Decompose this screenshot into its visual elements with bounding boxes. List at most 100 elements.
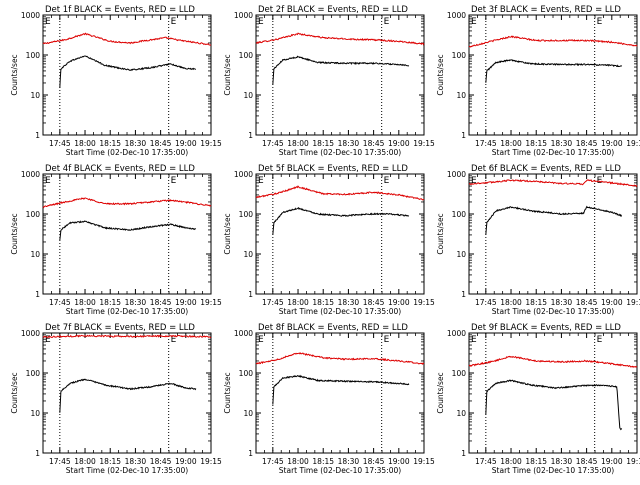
- x-tick-label: 19:15: [626, 457, 640, 466]
- y-tick-label: 1000: [447, 329, 466, 338]
- y-axis-label: Counts/sec: [223, 54, 232, 95]
- x-tick-label: 19:00: [175, 139, 197, 148]
- y-tick-label: 1000: [447, 170, 466, 179]
- y-tick-label: 100: [239, 369, 254, 378]
- x-tick-label: 18:15: [99, 457, 121, 466]
- y-tick-label: 100: [26, 369, 41, 378]
- y-tick-label: 1: [248, 449, 253, 458]
- x-tick-label: 19:15: [200, 457, 222, 466]
- y-axis-label: Counts/sec: [223, 213, 232, 254]
- y-tick-label: 100: [26, 210, 41, 219]
- x-tick-label: 19:15: [200, 139, 222, 148]
- x-tick-label: 19:00: [388, 298, 410, 307]
- series-events-line: [59, 378, 197, 413]
- chart-title: Det 1f BLACK = Events, RED = LLD: [45, 5, 195, 15]
- corner-marker-left: E: [45, 335, 51, 345]
- x-tick-label: 18:00: [287, 298, 309, 307]
- corner-marker-left: E: [45, 176, 51, 186]
- y-tick-label: 100: [239, 51, 254, 60]
- x-tick-label: 17:45: [262, 139, 284, 148]
- y-tick-label: 1: [248, 290, 253, 299]
- y-tick-label: 10: [243, 91, 253, 100]
- x-tick-label: 18:45: [150, 139, 172, 148]
- series-events-line: [59, 55, 197, 88]
- corner-marker-left: E: [258, 335, 264, 345]
- chart-panel-5: Det 5f BLACK = Events, RED = LLD 1 10 100 10…: [223, 164, 435, 316]
- x-tick-label: 19:00: [388, 457, 410, 466]
- chart-panel-9: Det 9f BLACK = Events, RED = LLD 1 10 100 10…: [436, 323, 640, 475]
- y-tick-label: 1: [35, 290, 40, 299]
- x-tick-label: 17:45: [262, 457, 284, 466]
- x-tick-label: 18:30: [125, 457, 147, 466]
- plot-frame: [468, 173, 638, 295]
- series-events-line: [485, 205, 623, 235]
- corner-marker-right: E: [384, 176, 390, 186]
- chart-panel-2: Det 2f BLACK = Events, RED = LLD 1 10 100 10…: [223, 5, 435, 157]
- series-lld-line: [255, 185, 425, 201]
- y-tick-label: 10: [30, 91, 40, 100]
- plot-frame: [42, 332, 212, 454]
- y-axis-label: Counts/sec: [436, 54, 445, 95]
- x-tick-label: 18:15: [312, 139, 334, 148]
- corner-marker-right: E: [171, 17, 177, 27]
- x-tick-label: 18:30: [125, 139, 147, 148]
- y-tick-label: 1000: [234, 11, 253, 20]
- x-tick-label: 18:00: [74, 298, 96, 307]
- chart-title: Det 9f BLACK = Events, RED = LLD: [471, 323, 621, 333]
- series-events-line: [272, 374, 410, 405]
- y-axis-label: Counts/sec: [436, 372, 445, 413]
- y-tick-label: 100: [452, 369, 467, 378]
- x-tick-label: 18:30: [551, 298, 573, 307]
- x-axis-label: Start Time (02-Dec-10 17:35:00): [279, 307, 401, 316]
- x-tick-label: 18:45: [363, 139, 385, 148]
- plot-frame: [42, 173, 212, 295]
- x-tick-label: 18:00: [287, 139, 309, 148]
- x-axis-label: Start Time (02-Dec-10 17:35:00): [492, 307, 614, 316]
- x-tick-label: 18:45: [150, 457, 172, 466]
- x-tick-label: 19:00: [175, 298, 197, 307]
- x-tick-label: 18:00: [500, 298, 522, 307]
- series-lld-line: [468, 179, 638, 188]
- series-lld-line: [42, 32, 212, 46]
- y-tick-label: 10: [456, 409, 466, 418]
- x-tick-label: 19:00: [601, 139, 623, 148]
- x-tick-label: 18:30: [551, 139, 573, 148]
- x-tick-label: 18:00: [500, 139, 522, 148]
- chart-panel-4: Det 4f BLACK = Events, RED = LLD 1 10 100 10…: [10, 164, 222, 316]
- x-tick-label: 18:30: [551, 457, 573, 466]
- plot-frame: [468, 332, 638, 454]
- series-lld-line: [42, 197, 212, 209]
- x-axis-label: Start Time (02-Dec-10 17:35:00): [66, 466, 188, 475]
- y-tick-label: 100: [452, 51, 467, 60]
- y-tick-label: 1000: [234, 329, 253, 338]
- y-axis-label: Counts/sec: [10, 54, 19, 95]
- x-tick-label: 18:30: [125, 298, 147, 307]
- series-events-line: [485, 379, 623, 431]
- y-tick-label: 10: [456, 91, 466, 100]
- plot-frame: [42, 14, 212, 136]
- chart-title: Det 7f BLACK = Events, RED = LLD: [45, 323, 195, 333]
- x-tick-label: 19:00: [175, 457, 197, 466]
- x-tick-label: 18:30: [338, 298, 360, 307]
- chart-title: Det 8f BLACK = Events, RED = LLD: [258, 323, 408, 333]
- y-tick-label: 1000: [21, 11, 40, 20]
- chart-panel-8: Det 8f BLACK = Events, RED = LLD 1 10 100 10…: [223, 323, 435, 475]
- x-tick-label: 18:00: [287, 457, 309, 466]
- x-tick-label: 18:45: [576, 457, 598, 466]
- y-tick-label: 1: [35, 131, 40, 140]
- x-tick-label: 18:00: [500, 457, 522, 466]
- series-lld-line: [468, 35, 638, 48]
- y-tick-label: 1000: [447, 11, 466, 20]
- x-axis-label: Start Time (02-Dec-10 17:35:00): [66, 148, 188, 157]
- x-tick-label: 18:15: [525, 139, 547, 148]
- x-tick-label: 18:45: [150, 298, 172, 307]
- x-tick-label: 19:00: [601, 457, 623, 466]
- x-tick-label: 18:15: [525, 457, 547, 466]
- chart-title: Det 3f BLACK = Events, RED = LLD: [471, 5, 621, 15]
- chart-panel-1: Det 1f BLACK = Events, RED = LLD 1 10 100 10…: [10, 5, 222, 157]
- x-tick-label: 17:45: [49, 139, 71, 148]
- y-tick-label: 1: [35, 449, 40, 458]
- series-lld-line: [468, 355, 638, 368]
- x-tick-label: 17:45: [475, 457, 497, 466]
